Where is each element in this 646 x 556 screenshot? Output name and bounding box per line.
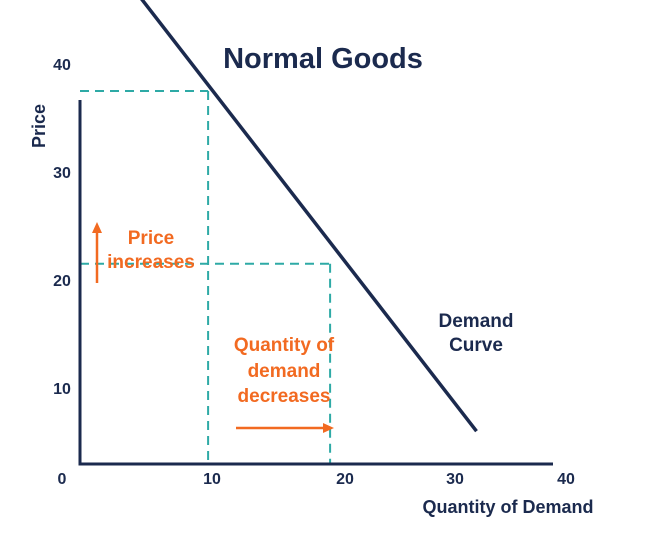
y-tick-label: 30: [53, 165, 71, 182]
y-axis-label: Price: [29, 104, 49, 148]
quantity-label-line3: decreases: [238, 386, 331, 407]
x-tick-label: 20: [336, 471, 354, 488]
right-arrow-icon: [236, 423, 334, 433]
demand-curve-line: [140, 0, 478, 433]
y-tick-label: 40: [53, 57, 71, 74]
demand-curve-group: [140, 0, 478, 433]
y-tick-label: 10: [53, 381, 71, 398]
x-tick-labels: 0 10 20 30 40: [58, 471, 575, 488]
x-tick-label: 0: [58, 471, 67, 488]
curve-label-line2: Curve: [449, 335, 503, 356]
x-tick-label: 30: [446, 471, 464, 488]
x-axis-label: Quantity of Demand: [422, 497, 593, 517]
guide-lines: [80, 90, 332, 464]
chart-title: Normal Goods: [223, 43, 423, 75]
x-tick-label: 10: [203, 471, 221, 488]
quantity-label-line2: demand: [248, 361, 321, 382]
quantity-label-line1: Quantity of: [234, 335, 335, 356]
up-arrow-icon: [92, 222, 102, 283]
curve-label-line1: Demand: [439, 311, 514, 332]
price-label-line1: Price: [128, 228, 174, 249]
price-label-line2: increases: [107, 252, 195, 273]
x-tick-label: 40: [557, 471, 575, 488]
y-tick-label: 20: [53, 273, 71, 290]
y-tick-labels: 10 20 30 40: [53, 57, 71, 398]
